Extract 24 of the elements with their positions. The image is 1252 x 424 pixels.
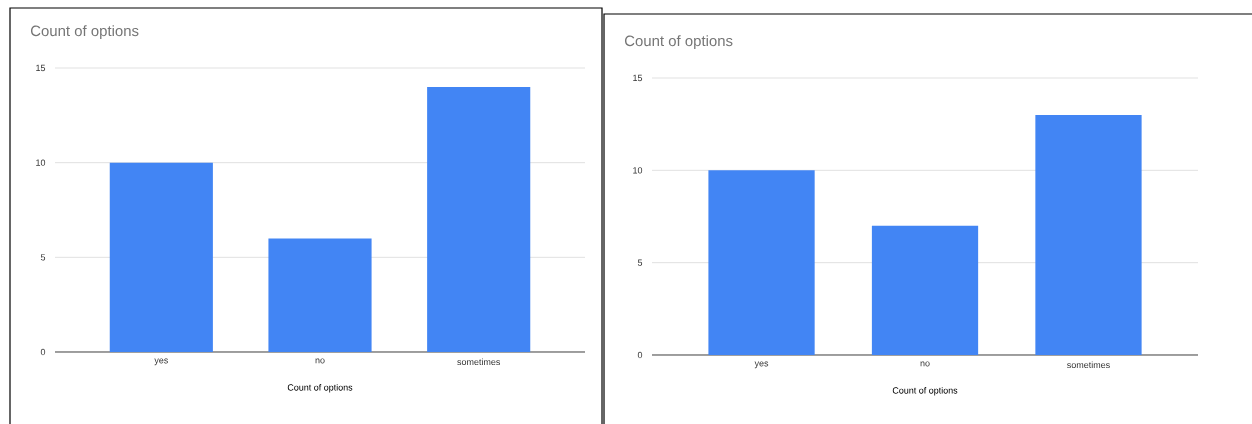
bar (427, 86, 531, 352)
y-tick-label: 10 (633, 167, 643, 174)
bar (1035, 114, 1142, 355)
y-tick-label: 15 (36, 64, 46, 72)
chart-title: Count of options (624, 35, 733, 50)
chart-title: Count of options (30, 25, 139, 40)
x-tick-label: sometimes (457, 358, 501, 366)
x-tick-label: no (315, 358, 325, 364)
y-tick-label: 5 (40, 254, 46, 261)
x-tick-label: yes (154, 358, 168, 366)
y-tick-label: 0 (637, 351, 643, 359)
x-axis-title: Count of options (287, 384, 353, 393)
x-tick-label: sometimes (1067, 361, 1110, 369)
bar (871, 225, 979, 355)
x-tick-label: yes (754, 361, 769, 369)
y-tick-label: 5 (637, 259, 643, 266)
bar (109, 162, 213, 352)
y-tick-label: 0 (40, 348, 46, 356)
x-axis-title: Count of options (892, 387, 958, 396)
y-tick-label: 15 (633, 74, 643, 82)
bar (268, 238, 372, 352)
y-tick-label: 10 (36, 159, 46, 166)
bar (708, 170, 815, 355)
x-tick-label: no (920, 361, 930, 367)
